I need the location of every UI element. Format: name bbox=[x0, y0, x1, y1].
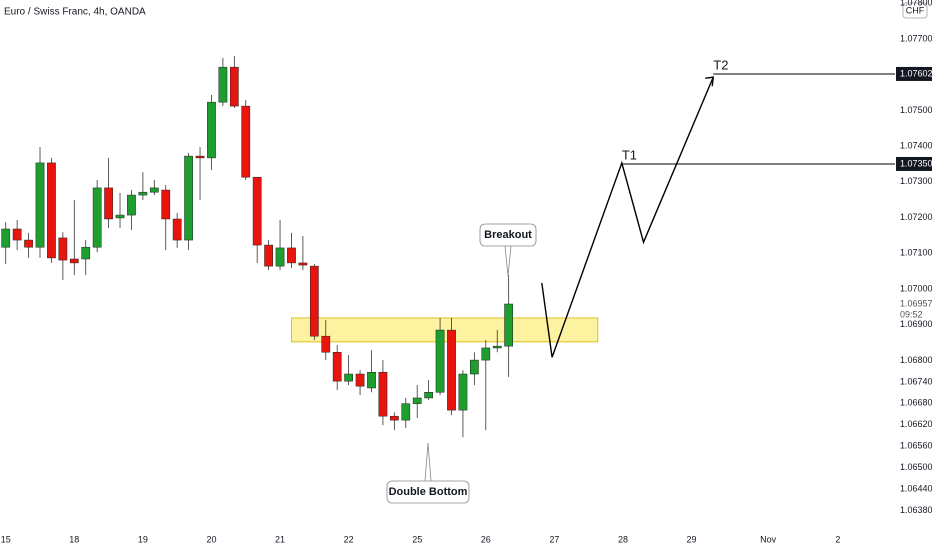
y-tick-label: 1.06800 bbox=[900, 355, 932, 365]
target-label: T1 bbox=[622, 147, 637, 162]
y-tick-label: 1.07400 bbox=[900, 140, 932, 150]
price-box bbox=[896, 156, 932, 171]
candle-body bbox=[24, 239, 33, 248]
y-tick-label: 1.07200 bbox=[900, 212, 932, 222]
x-tick-label: 26 bbox=[481, 534, 491, 544]
y-tick-label: 1.06740 bbox=[900, 376, 932, 386]
candle-body bbox=[12, 228, 22, 241]
candle-body bbox=[252, 176, 262, 246]
candle-body bbox=[321, 335, 331, 353]
candle-body bbox=[149, 187, 159, 193]
callout-box bbox=[386, 480, 470, 504]
projection-path bbox=[541, 76, 714, 358]
candle-body bbox=[47, 162, 56, 259]
x-tick-label: 18 bbox=[69, 534, 79, 544]
x-tick-label: Nov bbox=[760, 534, 777, 544]
candle-body bbox=[287, 247, 296, 264]
candle-body bbox=[241, 105, 251, 178]
candle-body bbox=[92, 187, 102, 248]
candle-body bbox=[424, 391, 434, 399]
y-tick-label: 1.06440 bbox=[900, 483, 932, 493]
y-tick-label: 1.07000 bbox=[900, 283, 932, 293]
price-box bbox=[896, 66, 932, 81]
x-tick-label: 22 bbox=[344, 534, 354, 544]
y-tick-label: 1.06680 bbox=[900, 398, 932, 408]
y-tick-label: 1.06380 bbox=[900, 505, 932, 515]
candle-body bbox=[229, 66, 239, 107]
candle-body bbox=[1, 228, 11, 248]
callout-label: Breakout bbox=[484, 229, 532, 241]
x-tick-label: 20 bbox=[206, 534, 216, 544]
candle-body bbox=[184, 155, 193, 241]
candle-body bbox=[58, 237, 68, 261]
candle-body bbox=[161, 189, 171, 220]
callout-pointer bbox=[504, 245, 512, 277]
candle-body bbox=[412, 397, 422, 404]
candle-body bbox=[378, 371, 388, 417]
currency-label[interactable]: CHF bbox=[906, 5, 925, 15]
callout-label: Double Bottom bbox=[389, 486, 468, 498]
candle-body bbox=[207, 101, 216, 159]
x-tick-label: 19 bbox=[138, 534, 148, 544]
candle-body bbox=[447, 329, 456, 411]
candle-body bbox=[435, 329, 445, 393]
candle-body bbox=[35, 162, 45, 248]
candle-body bbox=[264, 244, 273, 267]
candle-body bbox=[195, 155, 205, 159]
x-tick-label: 2 bbox=[835, 534, 840, 544]
candle-body bbox=[332, 351, 342, 382]
candle-body bbox=[309, 265, 319, 337]
candle-body bbox=[81, 246, 91, 260]
y-tick-label: 1.06560 bbox=[900, 441, 932, 451]
candle-body bbox=[275, 247, 285, 267]
x-tick-label: 25 bbox=[412, 534, 422, 544]
candle-body bbox=[104, 187, 113, 220]
y-tick-label: 1.06900 bbox=[900, 319, 932, 329]
x-tick-label: 15 bbox=[1, 534, 11, 544]
candle-body bbox=[367, 371, 376, 389]
support-zone bbox=[291, 317, 599, 343]
candle-body bbox=[492, 345, 502, 349]
candle-body bbox=[344, 373, 353, 382]
candle-body bbox=[69, 258, 79, 264]
countdown-label: 09:52 bbox=[900, 310, 923, 320]
candle-body bbox=[115, 214, 125, 219]
callout-box bbox=[479, 223, 537, 247]
candle-body bbox=[127, 194, 136, 216]
candle-body bbox=[401, 403, 411, 421]
candle-body bbox=[172, 218, 182, 241]
candle-body bbox=[218, 66, 228, 103]
y-tick-label: 1.06500 bbox=[900, 462, 932, 472]
x-tick-label: 27 bbox=[549, 534, 559, 544]
candle-body bbox=[481, 347, 491, 361]
x-tick-label: 21 bbox=[275, 534, 285, 544]
candle-body bbox=[389, 415, 399, 421]
chart-title: Euro / Swiss Franc, 4h, OANDA bbox=[4, 7, 146, 18]
candle-body bbox=[355, 373, 365, 387]
candle-body bbox=[469, 359, 479, 375]
arrow-head bbox=[705, 76, 715, 87]
y-tick-label: 1.07700 bbox=[900, 33, 932, 43]
x-tick-label: 29 bbox=[687, 534, 697, 544]
y-tick-label: 1.06620 bbox=[900, 419, 932, 429]
callout-pointer bbox=[424, 442, 432, 482]
target-price-label: 1.07602 bbox=[900, 68, 932, 78]
last-price-label: 1.06957 bbox=[900, 299, 932, 309]
y-tick-label: 1.07300 bbox=[900, 176, 932, 186]
target-price-label: 1.07350 bbox=[900, 158, 932, 168]
x-tick-label: 28 bbox=[618, 534, 628, 544]
currency-box[interactable] bbox=[902, 2, 928, 19]
candle-body bbox=[504, 303, 514, 347]
candle-body bbox=[138, 191, 148, 196]
y-tick-label: 1.07800 bbox=[900, 0, 932, 8]
y-tick-label: 1.07100 bbox=[900, 248, 932, 258]
candle-body bbox=[298, 262, 308, 266]
candle-body bbox=[458, 373, 468, 411]
target-label: T2 bbox=[713, 57, 728, 72]
y-tick-label: 1.07500 bbox=[900, 105, 932, 115]
